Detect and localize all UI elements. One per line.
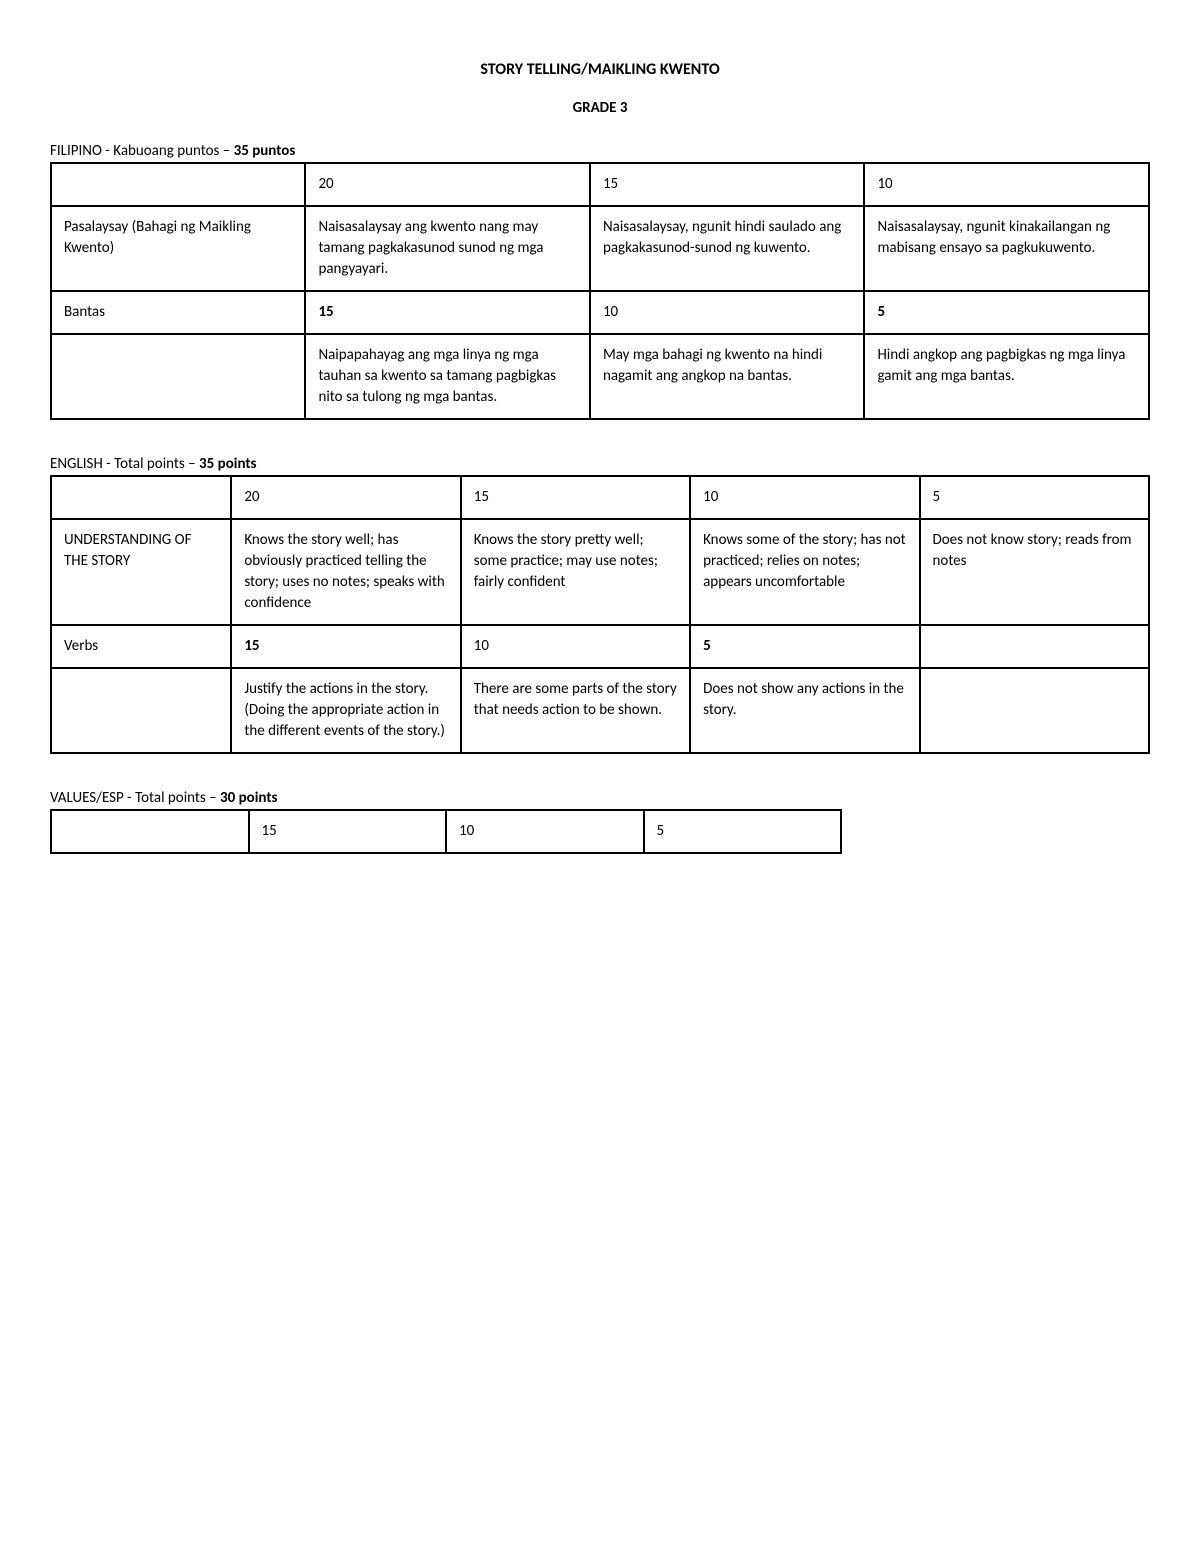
table-row: Naipapahayag ang mga linya ng mga tauhan… [51,334,1149,419]
cell: Bantas [51,291,305,334]
cell: 10 [690,476,919,519]
cell [920,668,1149,753]
table-row: Bantas 15 10 5 [51,291,1149,334]
cell: 15 [231,625,460,668]
cell: 5 [920,476,1149,519]
filipino-header-points: 35 puntos [234,142,296,160]
values-rubric-table: 15 10 5 [50,809,842,854]
english-header-points: 35 points [199,455,257,473]
values-header-points: 30 points [220,789,278,807]
cell: Pasalaysay (Bahagi ng Maikling Kwento) [51,206,305,291]
table-row: Pasalaysay (Bahagi ng Maikling Kwento) N… [51,206,1149,291]
cell: May mga bahagi ng kwento na hindi nagami… [590,334,865,419]
cell: 15 [590,163,865,206]
table-row: 20 15 10 5 [51,476,1149,519]
cell: 10 [590,291,865,334]
cell: Knows the story pretty well; some practi… [461,519,690,625]
filipino-header-prefix: FILIPINO - Kabuoang puntos – [50,142,234,160]
cell: 20 [231,476,460,519]
cell: 10 [864,163,1149,206]
cell [920,625,1149,668]
cell: 15 [461,476,690,519]
cell: Knows the story well; has obviously prac… [231,519,460,625]
cell [51,810,249,853]
table-row: UNDERSTANDING OF THE STORY Knows the sto… [51,519,1149,625]
document-subtitle: GRADE 3 [50,99,1150,117]
cell: 5 [690,625,919,668]
cell: There are some parts of the story that n… [461,668,690,753]
cell: Naisasalaysay, ngunit kinakailangan ng m… [864,206,1149,291]
english-header-prefix: ENGLISH - Total points – [50,455,199,473]
cell: 5 [644,810,842,853]
cell: 15 [305,291,590,334]
cell: Naisasalaysay, ngunit hindi saulado ang … [590,206,865,291]
cell: Naipapahayag ang mga linya ng mga tauhan… [305,334,590,419]
cell: Justify the actions in the story. (Doing… [231,668,460,753]
cell: 20 [305,163,590,206]
table-row: Justify the actions in the story. (Doing… [51,668,1149,753]
cell [51,476,231,519]
english-section-header: ENGLISH - Total points – 35 points [50,455,1150,473]
cell: Verbs [51,625,231,668]
english-rubric-table: 20 15 10 5 UNDERSTANDING OF THE STORY Kn… [50,475,1150,754]
table-row: 20 15 10 [51,163,1149,206]
cell: 15 [249,810,447,853]
filipino-section-header: FILIPINO - Kabuoang puntos – 35 puntos [50,142,1150,160]
cell: UNDERSTANDING OF THE STORY [51,519,231,625]
cell: Does not know story; reads from notes [920,519,1149,625]
cell [51,163,305,206]
cell [51,668,231,753]
table-row: 15 10 5 [51,810,841,853]
cell: 10 [446,810,644,853]
filipino-rubric-table: 20 15 10 Pasalaysay (Bahagi ng Maikling … [50,162,1150,420]
document-title: STORY TELLING/MAIKLING KWENTO [50,60,1150,79]
cell: Hindi angkop ang pagbigkas ng mga linya … [864,334,1149,419]
cell: Does not show any actions in the story. [690,668,919,753]
cell: Naisasalaysay ang kwento nang may tamang… [305,206,590,291]
table-row: Verbs 15 10 5 [51,625,1149,668]
values-section-header: VALUES/ESP - Total points – 30 points [50,789,1150,807]
cell [51,334,305,419]
cell: Knows some of the story; has not practic… [690,519,919,625]
values-header-prefix: VALUES/ESP - Total points – [50,789,220,807]
cell: 5 [864,291,1149,334]
cell: 10 [461,625,690,668]
